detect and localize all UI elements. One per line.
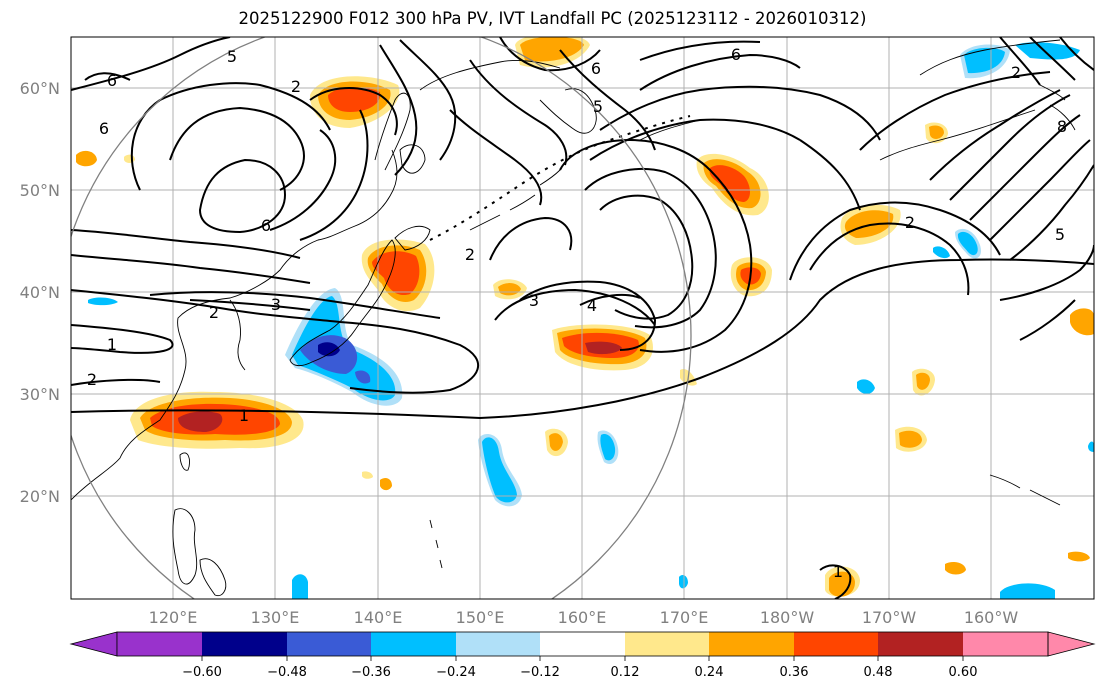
contour-label: 8 xyxy=(1057,117,1067,136)
colorbar-tick-label: −0.60 xyxy=(182,665,222,680)
colorbar-cell xyxy=(709,632,794,656)
contour-label: 2 xyxy=(87,370,97,389)
colorbar-tick-label: 0.36 xyxy=(780,665,809,680)
colorbar-cell xyxy=(287,632,371,656)
lat-label: 30°N xyxy=(20,385,60,404)
contour-label: 3 xyxy=(271,295,281,314)
colorbar-cell xyxy=(625,632,709,656)
contour-label: 6 xyxy=(591,59,601,78)
contour-label: 6 xyxy=(107,71,117,90)
lon-label: 140°E xyxy=(354,608,403,627)
colorbar-tick-label: −0.12 xyxy=(520,665,560,680)
longitude-labels: 120°E 130°E 140°E 150°E 160°E 170°E 180°… xyxy=(149,608,1019,627)
map-title: 2025122900 F012 300 hPa PV, IVT Landfall… xyxy=(238,9,867,28)
lat-label: 50°N xyxy=(20,181,60,200)
colorbar-cell xyxy=(117,632,202,656)
contour-label: 2 xyxy=(1011,63,1021,82)
colorbar-tick-label: −0.36 xyxy=(351,665,391,680)
graticule xyxy=(71,37,1094,599)
lat-label: 60°N xyxy=(20,79,60,98)
lon-label: 160°E xyxy=(558,608,607,627)
colorbar-tick-label: 0.48 xyxy=(864,665,893,680)
colorbar: −0.60 −0.48 −0.36 −0.24 −0.12 0.12 0.24 … xyxy=(69,631,1096,680)
contour-label: 6 xyxy=(731,45,741,64)
contour-label: 2 xyxy=(905,213,915,232)
lon-label: 150°E xyxy=(456,608,505,627)
colorbar-tick-label: 0.12 xyxy=(611,665,640,680)
colorbar-cell xyxy=(794,632,878,656)
lon-label: 160°W xyxy=(964,608,1019,627)
lat-label: 40°N xyxy=(20,283,60,302)
colorbar-cells xyxy=(117,632,1048,656)
colorbar-tick-label: 0.60 xyxy=(949,665,978,680)
colorbar-cell xyxy=(878,632,963,656)
colorbar-cell xyxy=(371,632,456,656)
colorbar-cell xyxy=(963,632,1048,656)
landfall-radius-circle xyxy=(71,37,692,599)
contour-label: 1 xyxy=(107,335,117,354)
contour-label: 6 xyxy=(261,216,271,235)
latitude-labels: 60°N 50°N 40°N 30°N 20°N xyxy=(20,79,60,506)
contour-label: 1 xyxy=(239,406,249,425)
colorbar-tick-label: 0.24 xyxy=(695,665,724,680)
lon-label: 130°E xyxy=(251,608,300,627)
contour-label: 2 xyxy=(291,77,301,96)
negative-anomaly-fill xyxy=(88,42,1094,599)
lon-label: 170°E xyxy=(660,608,709,627)
colorbar-extend-high xyxy=(1047,631,1096,657)
contour-label: 5 xyxy=(227,47,237,66)
contour-labels: 6 5 2 6 6 6 5 6 2 2 3 3 2 1 2 1 4 2 5 1 … xyxy=(87,45,1067,581)
colorbar-cell xyxy=(202,632,287,656)
colorbar-extend-low xyxy=(69,631,118,657)
contour-label: 2 xyxy=(465,245,475,264)
contour-label: 2 xyxy=(209,303,219,322)
contour-label: 6 xyxy=(99,119,109,138)
coastlines xyxy=(71,39,1076,597)
lon-label: 120°E xyxy=(149,608,198,627)
contour-label: 3 xyxy=(529,291,539,310)
colorbar-tick-label: −0.24 xyxy=(436,665,476,680)
map-content xyxy=(71,37,1094,599)
lat-label: 20°N xyxy=(20,487,60,506)
contour-label: 5 xyxy=(593,97,603,116)
contour-label: 5 xyxy=(1055,225,1065,244)
colorbar-outline xyxy=(116,631,1049,657)
contour-label: 1 xyxy=(833,562,843,581)
contour-label: 4 xyxy=(587,296,597,315)
map-frame xyxy=(70,36,1095,600)
colorbar-cell xyxy=(456,632,540,656)
track-line xyxy=(429,115,691,241)
lon-label: 180°W xyxy=(760,608,815,627)
lon-label: 170°W xyxy=(862,608,917,627)
colorbar-tick-label: −0.48 xyxy=(267,665,307,680)
colorbar-cell xyxy=(540,632,625,656)
pv-contours xyxy=(71,37,1094,599)
